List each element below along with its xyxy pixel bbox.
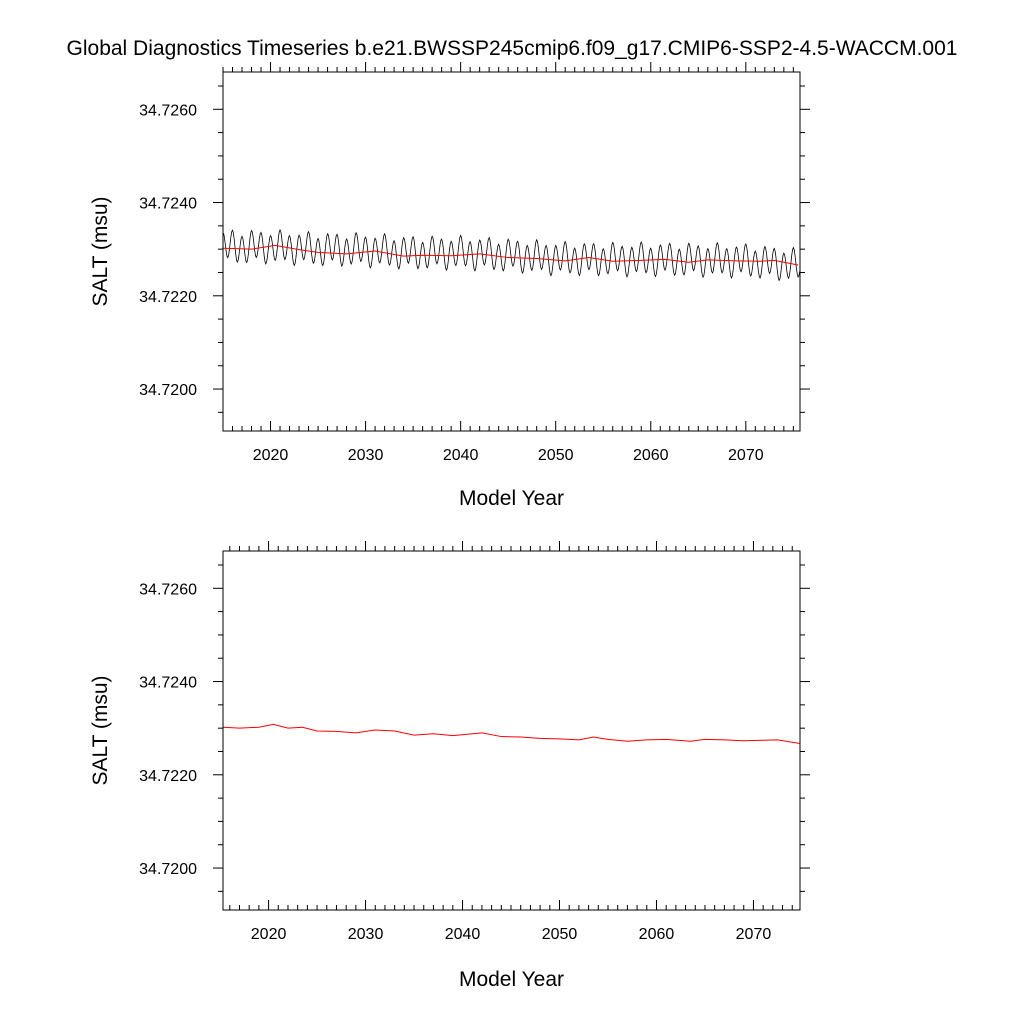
bottom-panel-ticks: 2020 2030 2040 2050 2060 2070 34.7200 34.7220 34…	[139, 541, 810, 943]
x-tick-label: 2030	[348, 447, 384, 464]
bottom-panel-frame	[222, 550, 801, 911]
x-tick-label: 2070	[728, 447, 764, 464]
top-panel-series-monthly-line	[222, 228, 801, 282]
y-tick-label: 34.7220	[139, 768, 197, 785]
x-tick-label: 2070	[736, 926, 772, 943]
x-tick-label: 2020	[253, 447, 289, 464]
top-panel-ticks: 2020 2030 2040 2050 2060 2070 34.7200 34.7220 34…	[139, 62, 810, 464]
y-tick-label: 34.7220	[139, 289, 197, 306]
figure-title: Global Diagnostics Timeseries b.e21.BWSS…	[67, 37, 958, 60]
y-tick-label: 34.7240	[139, 675, 197, 692]
bottom-panel: 2020 2030 2040 2050 2060 2070 34.7200 34.7220 34…	[89, 541, 810, 991]
x-tick-label: 2040	[443, 447, 479, 464]
y-tick-label: 34.7200	[139, 382, 197, 399]
x-tick-label: 2060	[633, 447, 669, 464]
top-panel: 2020 2030 2040 2050 2060 2070 34.7200 34.7220 34…	[89, 62, 810, 510]
y-tick-label: 34.7260	[139, 581, 197, 598]
x-tick-label: 2040	[445, 926, 481, 943]
bottom-panel-ylabel: SALT (msu)	[89, 675, 112, 785]
x-tick-label: 2020	[251, 926, 287, 943]
top-panel-xlabel: Model Year	[459, 487, 564, 510]
top-panel-ylabel: SALT (msu)	[89, 196, 112, 306]
top-panel-series-annual-line	[222, 244, 799, 266]
x-tick-label: 2030	[348, 926, 384, 943]
bottom-panel-series-annual-line	[222, 723, 801, 745]
bottom-panel-plot-area	[222, 723, 801, 745]
y-tick-label: 34.7200	[139, 861, 197, 878]
bottom-panel-xlabel: Model Year	[459, 968, 564, 991]
x-tick-label: 2050	[542, 926, 578, 943]
y-tick-label: 34.7240	[139, 196, 197, 213]
y-tick-label: 34.7260	[139, 102, 197, 119]
top-panel-frame	[222, 71, 801, 432]
x-tick-label: 2060	[639, 926, 675, 943]
top-panel-plot-area	[222, 228, 801, 282]
x-tick-label: 2050	[538, 447, 574, 464]
